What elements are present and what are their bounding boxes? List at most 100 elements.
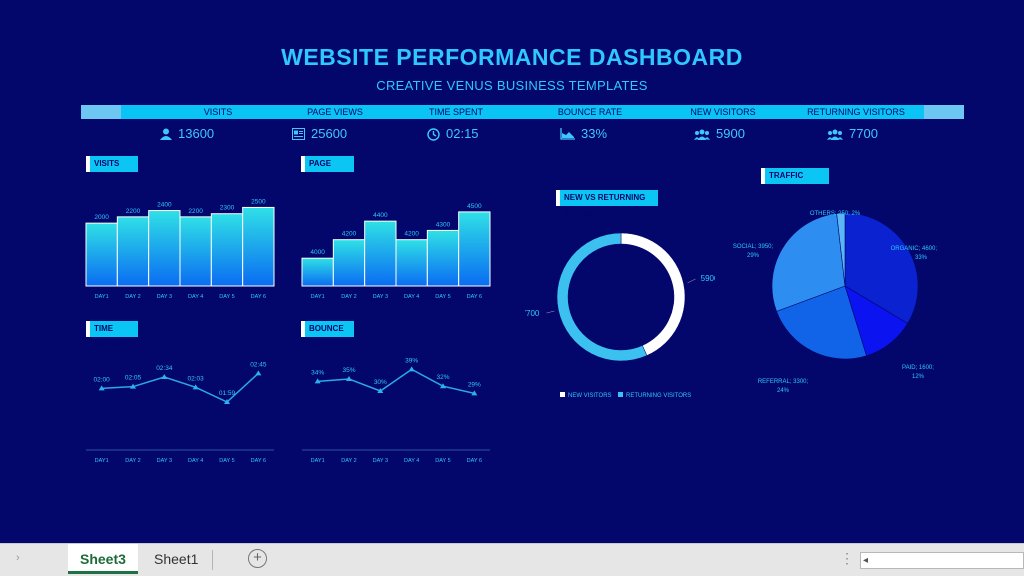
slice-label: 33%: [915, 255, 928, 261]
tab-sheet3[interactable]: Sheet3: [68, 544, 138, 574]
tab-sheet1[interactable]: Sheet1: [154, 551, 199, 567]
page-icon: [292, 128, 305, 140]
kpi-returning-visitors: 7700: [827, 125, 878, 143]
sheet-nav-arrow-icon[interactable]: ›: [16, 552, 20, 564]
dashboard-subtitle: CREATIVE VENUS BUSINESS TEMPLATES: [376, 78, 648, 93]
point-marker: [224, 399, 230, 404]
time-spent-line-chart: 02:00 DAY1 02:05 DAY 2 02:34 DAY 3 02:03 DAY 4 0…: [86, 361, 274, 464]
scroll-left-icon[interactable]: ◂: [863, 555, 869, 566]
slice-label: OTHERS; 250; 2%: [810, 211, 861, 217]
user-icon: [160, 128, 172, 140]
x-tick-label: DAY 3: [157, 294, 172, 300]
data-label: 30%: [374, 379, 387, 386]
users-icon: [694, 129, 710, 140]
x-tick-label: DAY 5: [435, 294, 450, 300]
data-label: 29%: [468, 381, 481, 388]
kpi-value-page-views: 25600: [311, 126, 348, 141]
slice-label: SOCIAL; 3950;: [733, 244, 774, 250]
bar: [395, 239, 428, 287]
sheet-tab-bar: › Sheet3 Sheet1 + ⋮ ◂: [0, 543, 1024, 576]
page-views-bar-chart: 4000 DAY1 4200 DAY 2 4400 DAY 3 4200 DAY 4 4300 D…: [301, 203, 491, 300]
kpi-label-time-spent: TIME SPENT: [428, 107, 483, 117]
point-marker: [440, 383, 446, 389]
x-tick-label: DAY 3: [157, 458, 172, 464]
kpi-value-new-visitors: 5900: [716, 126, 745, 141]
legend-swatch: [618, 392, 623, 397]
dashboard-title: WEBSITE PERFORMANCE DASHBOARD: [281, 44, 743, 70]
kpi-label-new-visitors: NEW VISITORS: [690, 107, 756, 117]
users-group-icon: [827, 129, 843, 140]
point-marker: [161, 374, 168, 379]
slice-label: 7700: [525, 309, 540, 318]
horizontal-scrollbar[interactable]: ◂: [860, 552, 1024, 569]
point-marker: [255, 370, 262, 376]
donut-slice: [620, 232, 686, 356]
donut-slice: [556, 232, 648, 362]
bar: [116, 216, 150, 287]
clock-icon: [427, 127, 440, 141]
slice-label: 5900: [701, 274, 715, 283]
time-spent-chart-tag: TIME SPENT: [86, 321, 138, 349]
x-tick-label: DAY1: [95, 458, 109, 464]
data-label: 4400: [373, 212, 388, 219]
slice-label: REFERRAL; 3300;: [758, 379, 809, 385]
point-marker: [408, 366, 415, 372]
kpi-label-visits: VISITS: [203, 107, 233, 117]
x-tick-label: DAY 5: [219, 294, 234, 300]
x-tick-label: DAY 4: [188, 458, 203, 464]
slice-label: ORGANIC; 4600;: [891, 246, 938, 252]
x-tick-label: DAY 4: [188, 294, 203, 300]
new-vs-returning-chart-tag: NEW VS RETURNING VISITORS: [556, 190, 658, 218]
data-label: 02:34: [156, 365, 173, 372]
pie-slice: [771, 213, 846, 312]
point-marker: [130, 383, 136, 389]
data-label: 02:00: [94, 376, 111, 383]
data-label: 32%: [436, 374, 449, 381]
point-marker: [377, 388, 384, 393]
bar: [179, 216, 212, 287]
kpi-page-views: 25600: [292, 125, 347, 143]
data-label: 39%: [405, 357, 418, 364]
kpi-value-returning-visitors: 7700: [849, 126, 878, 141]
data-label: 4500: [467, 203, 482, 210]
slice-label: 24%: [777, 388, 790, 394]
kpi-new-visitors: 5900: [694, 125, 745, 143]
x-tick-label: DAY 4: [404, 294, 419, 300]
x-tick-label: DAY 6: [467, 458, 482, 464]
bar: [332, 239, 366, 287]
kpi-label-page-views: PAGE VIEWS: [307, 107, 363, 117]
point-marker: [346, 376, 352, 381]
data-label: 01:59: [219, 390, 236, 397]
traffic-chart-tag: TRAFFIC: [761, 168, 829, 184]
x-tick-label: DAY1: [311, 458, 325, 464]
legend-label: RETURNING VISITORS: [626, 393, 691, 399]
kpi-value-bounce-rate: 33%: [581, 126, 608, 141]
kpi-time-spent: 02:15: [427, 125, 479, 143]
slice-label: PAID; 1600;: [902, 365, 934, 371]
x-tick-label: DAY1: [311, 294, 325, 300]
data-label: 2300: [220, 205, 235, 212]
x-tick-label: DAY 5: [219, 458, 234, 464]
x-tick-label: DAY 2: [341, 294, 356, 300]
x-tick-label: DAY 5: [435, 458, 450, 464]
x-tick-label: DAY 6: [251, 458, 266, 464]
leader-line: [687, 278, 696, 284]
legend-swatch: [560, 392, 565, 397]
kpi-header-strip: VISITS PAGE VIEWS TIME SPENT BOUNCE RATE…: [81, 105, 964, 119]
pie-slice: [836, 212, 846, 287]
data-label: 4200: [342, 231, 357, 238]
x-tick-label: DAY 2: [125, 458, 140, 464]
kpi-value-visits: 13600: [178, 126, 215, 141]
pie-slice: [844, 212, 919, 324]
add-sheet-button[interactable]: +: [248, 549, 267, 568]
kpi-value-time-spent: 02:15: [446, 126, 479, 141]
bar: [364, 220, 397, 287]
bar: [458, 211, 491, 287]
bar: [301, 257, 334, 287]
point-marker: [192, 384, 199, 390]
more-options-icon[interactable]: ⋮: [840, 550, 854, 566]
data-label: 2200: [126, 208, 141, 215]
data-label: 2200: [188, 208, 203, 215]
point-marker: [314, 378, 321, 384]
bar: [148, 210, 181, 287]
